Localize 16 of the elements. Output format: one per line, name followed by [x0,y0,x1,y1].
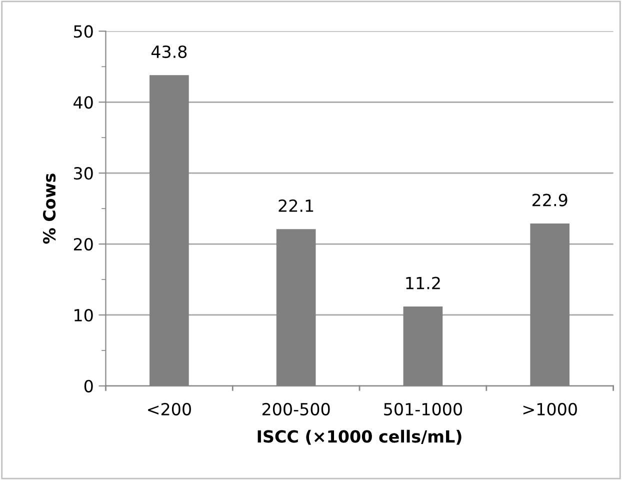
data-label: 11.2 [406,276,440,290]
y-tick-label: 50 [74,25,93,38]
data-label: 43.8 [151,45,187,58]
y-tick-label: 0 [84,380,93,392]
x-tick-label: 501-1000 [384,402,462,416]
y-tick-label: 10 [74,308,93,322]
y-tick-label: 30 [74,167,93,180]
x-tick-label: 200-500 [262,402,330,416]
x-axis-title: ISCC (×1000 cells/mL) [258,430,462,445]
y-tick-label: 20 [74,238,93,251]
y-tick-label: 40 [74,96,93,109]
x-tick-label: >1000 [523,402,577,416]
y-axis-title: % Cows [43,174,56,244]
x-tick-label: <200 [148,402,191,416]
data-label: 22.9 [532,194,568,206]
data-label: 22.1 [278,199,314,212]
